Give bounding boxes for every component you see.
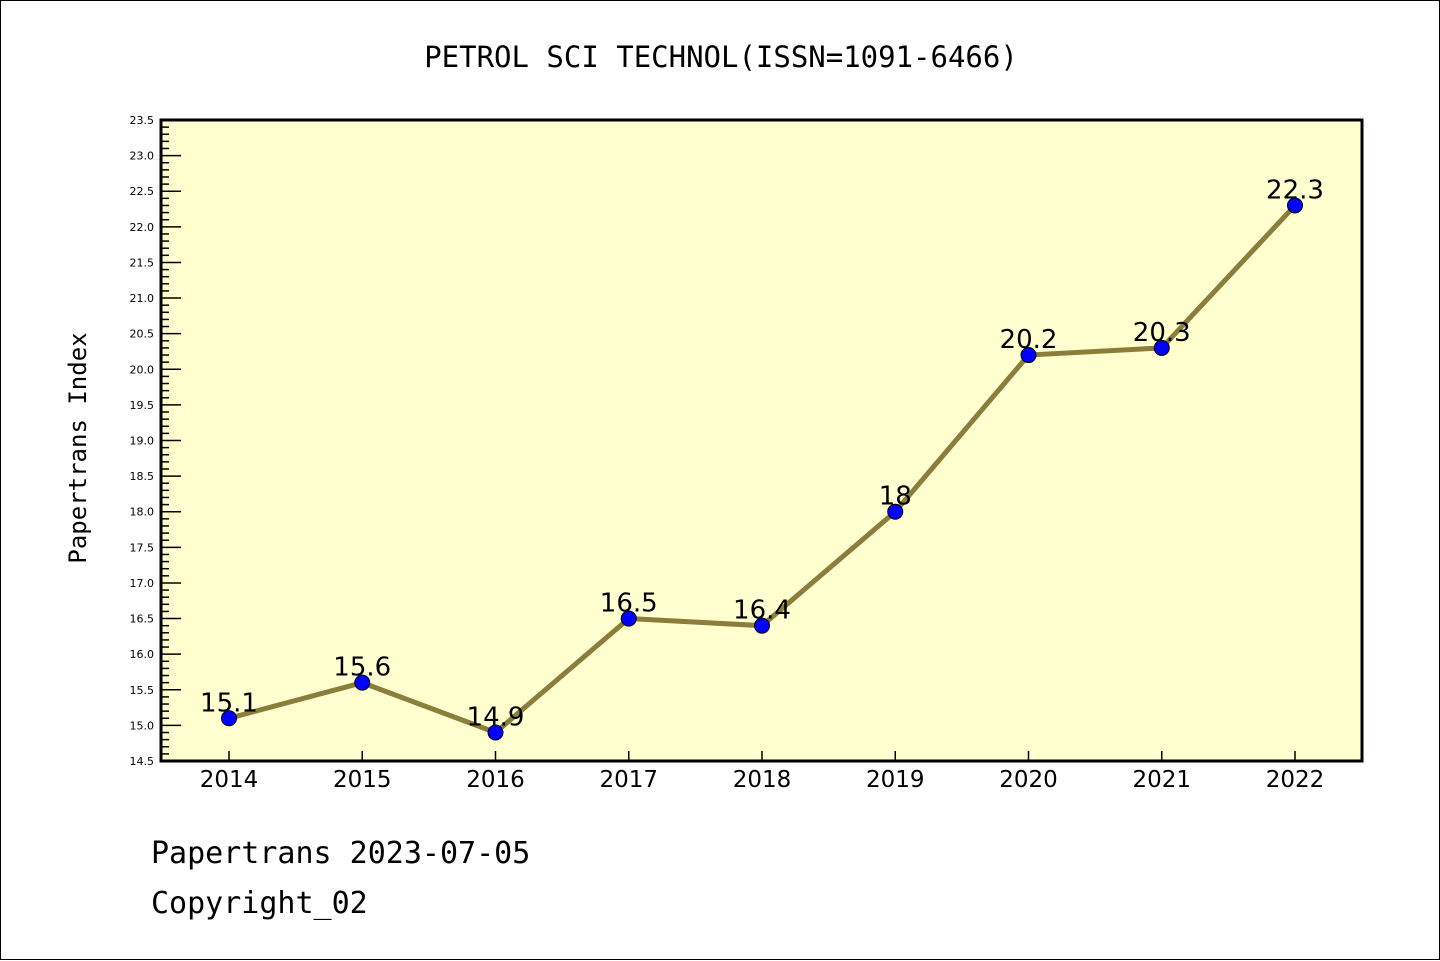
footer-copyright: Copyright_02: [151, 886, 368, 921]
y-tick-label: 19.5: [130, 399, 155, 412]
y-axis-label: Papertrans Index: [64, 332, 92, 563]
data-label: 22.3: [1266, 175, 1324, 205]
data-point: [487, 724, 504, 741]
x-tick-label: 2022: [1266, 767, 1325, 793]
data-label: 15.6: [333, 653, 391, 683]
y-tick-label: 21.5: [130, 256, 155, 269]
chart-title: PETROL SCI TECHNOL(ISSN=1091-6466): [424, 40, 1018, 74]
x-tick-label: 2016: [466, 767, 525, 793]
x-tick-label: 2014: [200, 767, 259, 793]
data-label: 16.4: [733, 596, 791, 626]
x-tick-label: 2015: [333, 767, 392, 793]
y-tick-label: 16.0: [130, 648, 155, 661]
data-label: 14.9: [467, 703, 525, 733]
y-tick-label: 18.0: [130, 506, 155, 519]
footer-date: Papertrans 2023-07-05: [151, 836, 531, 871]
data-label: 18: [879, 482, 912, 512]
y-tick-label: 23.0: [130, 150, 155, 163]
x-tick-label: 2020: [999, 767, 1058, 793]
y-tick-label: 17.0: [130, 577, 155, 590]
data-label: 15.1: [200, 688, 258, 718]
x-tick-label: 2018: [733, 767, 792, 793]
y-tick-label: 20.0: [130, 363, 155, 376]
data-point: [887, 503, 904, 520]
y-tick-label: 20.5: [130, 328, 155, 341]
y-tick-label: 22.5: [130, 185, 155, 198]
x-tick-label: 2019: [866, 767, 925, 793]
y-tick-label: 23.5: [130, 114, 155, 127]
x-tick-label: 2021: [1132, 767, 1191, 793]
data-label: 20.3: [1133, 318, 1191, 348]
data-point: [1020, 347, 1037, 364]
y-tick-label: 19.0: [130, 435, 155, 448]
data-label: 16.5: [600, 589, 658, 619]
y-tick-label: 21.0: [130, 292, 155, 305]
data-point: [354, 674, 371, 691]
data-point: [221, 710, 237, 727]
y-tick-label: 15.5: [130, 684, 155, 697]
data-label: 20.2: [1000, 325, 1058, 355]
x-tick-label: 2017: [599, 767, 658, 793]
data-point: [620, 610, 637, 627]
y-tick-label: 17.5: [130, 541, 155, 554]
y-tick-label: 22.0: [130, 221, 155, 234]
y-tick-label: 15.0: [130, 719, 155, 732]
y-tick-label: 14.5: [130, 755, 155, 768]
y-tick-label: 18.5: [130, 470, 155, 483]
data-point: [1287, 197, 1303, 214]
y-tick-label: 16.5: [130, 613, 155, 626]
plot-area: [159, 118, 1364, 763]
data-point: [754, 617, 770, 634]
data-point: [1153, 339, 1170, 356]
